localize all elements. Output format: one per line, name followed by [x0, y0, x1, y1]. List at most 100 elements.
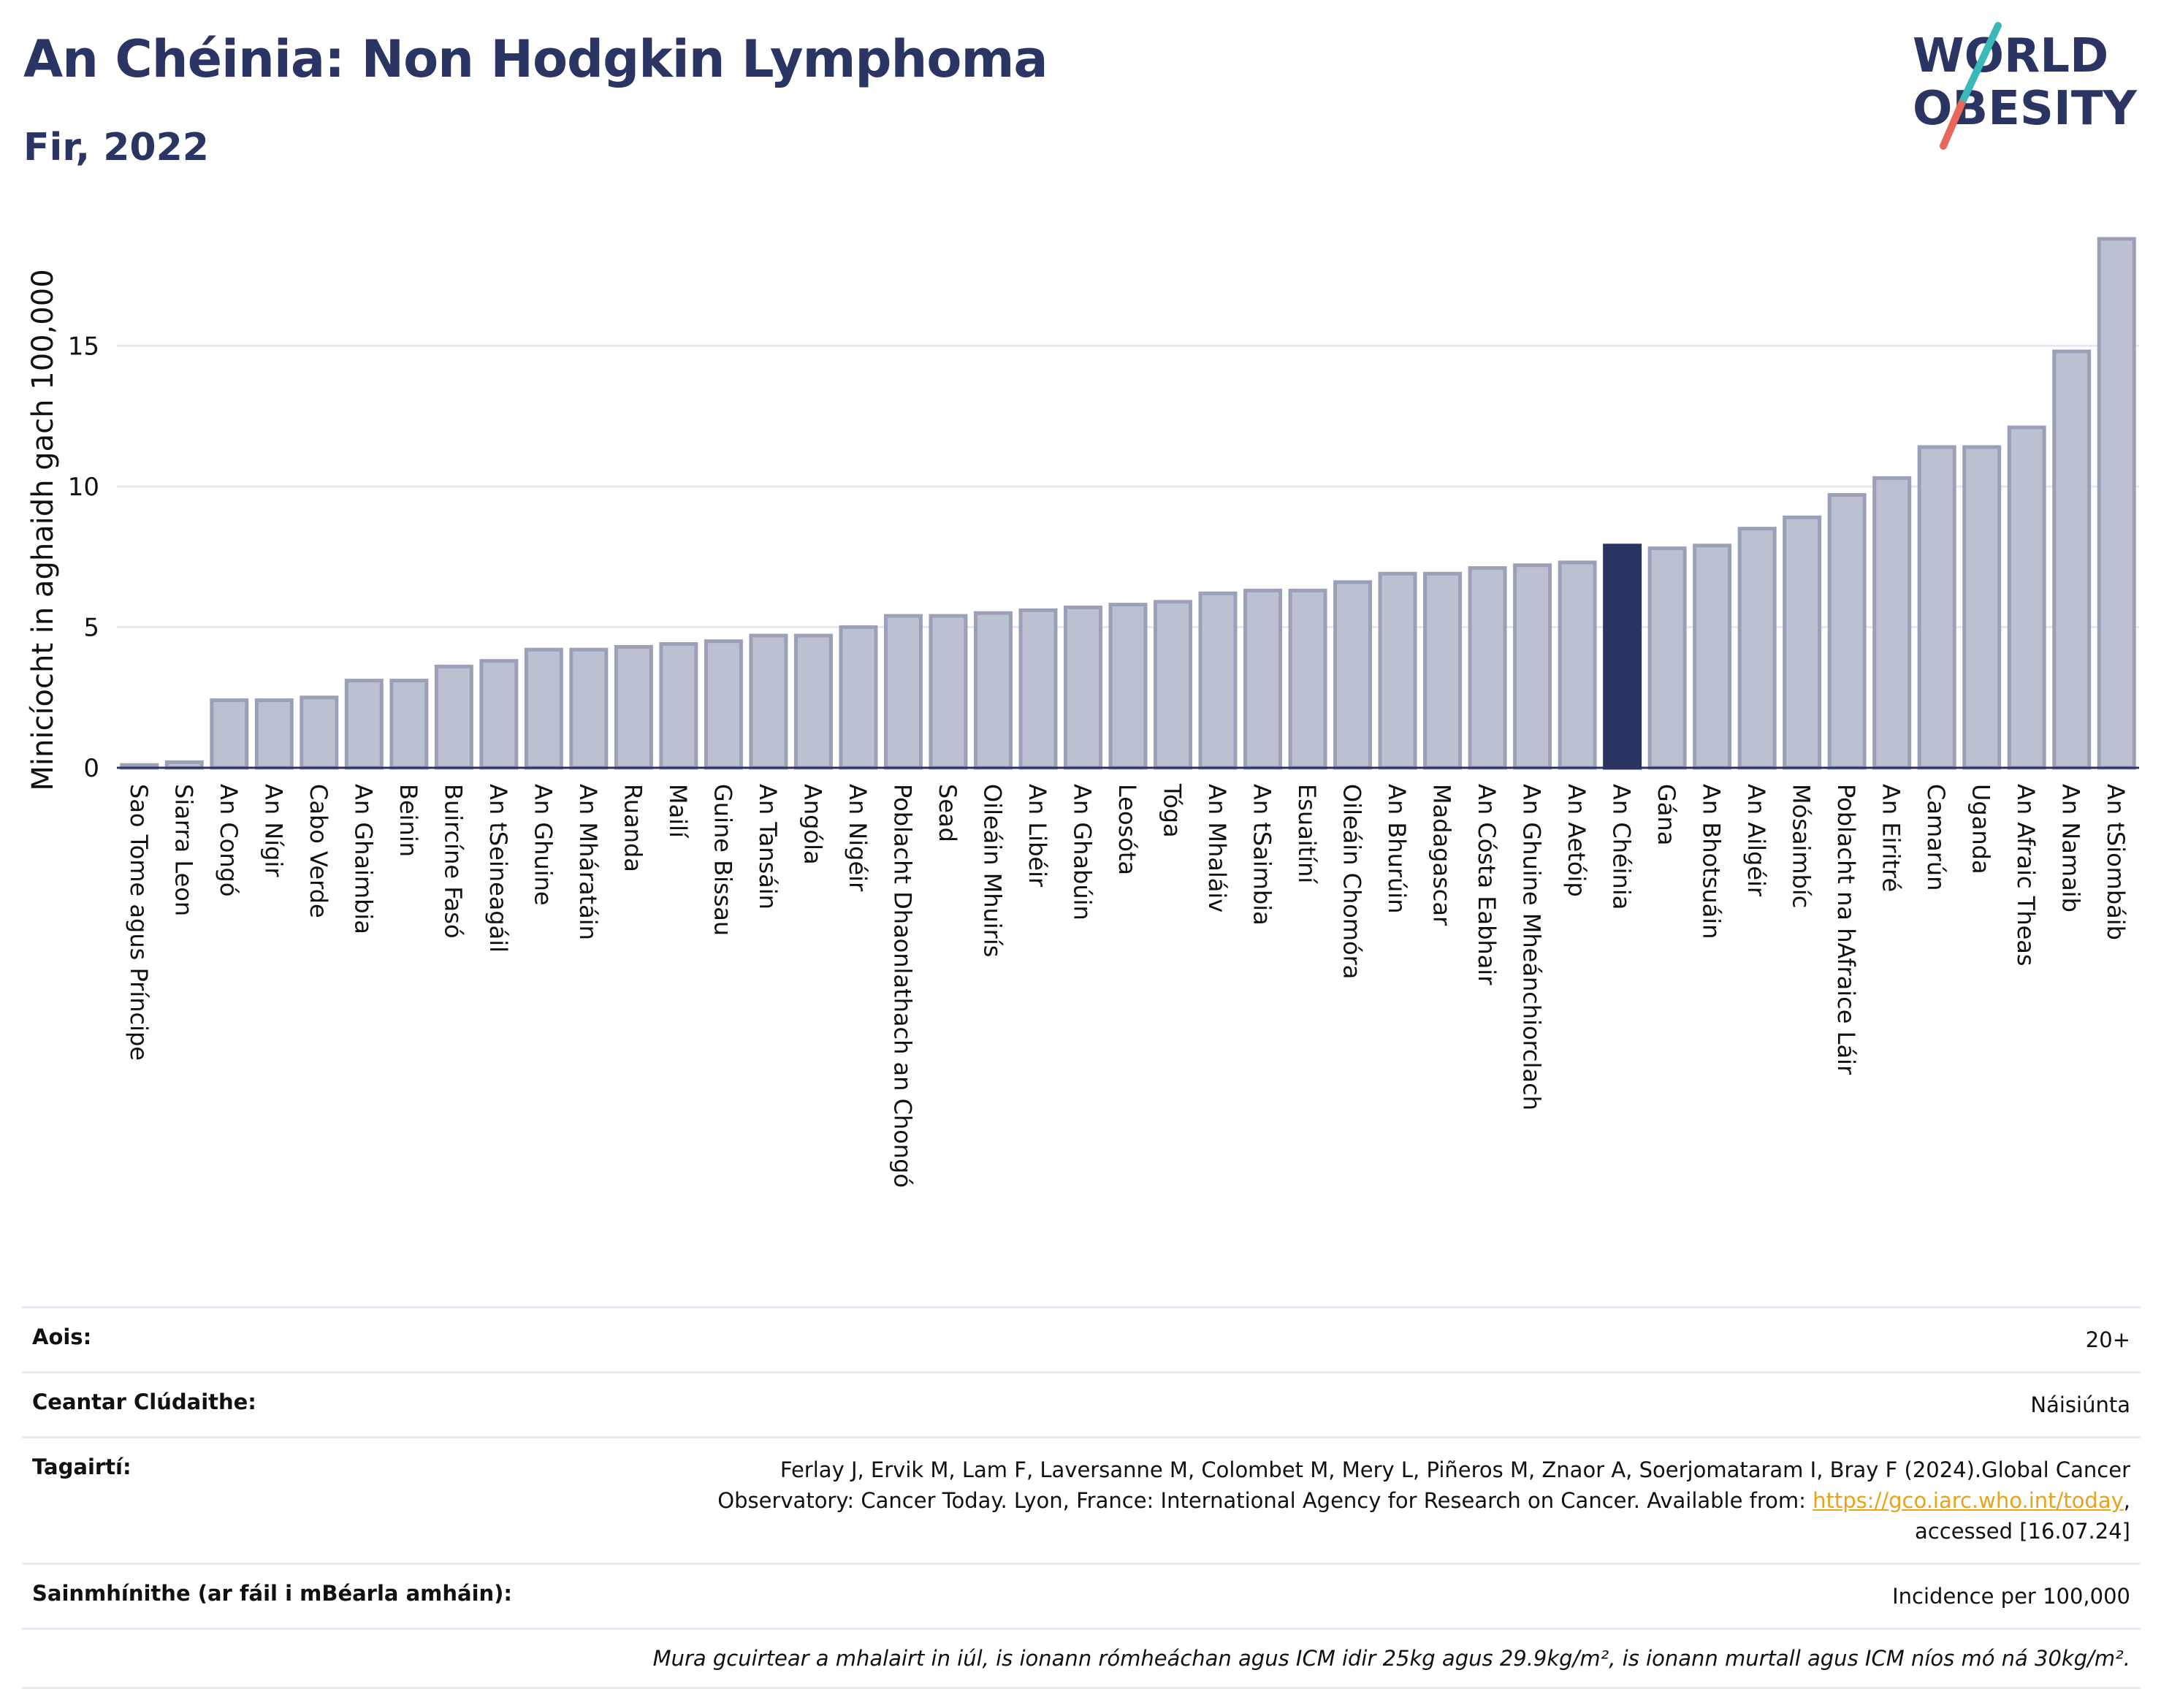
x-tick-labels: Sao Tome agus Príncipe Siarra Leon An Cong…	[125, 783, 2130, 1188]
bar[interactable]	[1962, 445, 2002, 770]
bar[interactable]	[749, 633, 788, 770]
bar[interactable]	[929, 614, 968, 770]
bar-chart: 0 5 10 15 Sao Tome agus Príncipe Siarra Leon…	[26, 237, 2139, 1188]
x-tick-label: An Aetóip	[1563, 784, 1590, 897]
bar[interactable]	[1063, 605, 1102, 770]
x-tick-label: Oileáin Mhuirís	[978, 784, 1006, 957]
bar[interactable]	[1737, 527, 1777, 770]
bar[interactable]	[1018, 608, 1058, 770]
references-value: Ferlay J, Ervik M, Lam F, Laversanne M, …	[717, 1455, 2130, 1547]
x-tick-label: An Ailgéir	[1742, 784, 1770, 897]
page-subtitle: Fir, 2022	[23, 126, 209, 169]
bar[interactable]	[659, 642, 698, 770]
bar[interactable]	[524, 647, 563, 770]
bar[interactable]	[793, 633, 833, 770]
bar[interactable]	[254, 698, 294, 770]
x-tick-label: An Mháratáin	[574, 784, 602, 940]
references-label: Tagairtí:	[32, 1455, 132, 1480]
bar[interactable]	[1513, 563, 1552, 770]
x-tick-label: An tSiombáib	[2102, 784, 2130, 940]
bar[interactable]	[839, 625, 878, 770]
y-tick-label: 5	[83, 613, 99, 642]
bar[interactable]	[569, 647, 609, 770]
x-tick-label: An Congó	[215, 784, 243, 896]
bar[interactable]	[1783, 515, 1822, 770]
x-tick-label: An Afraic Theas	[2012, 784, 2040, 967]
bar[interactable]	[1423, 571, 1463, 770]
x-tick-label: Beinin	[395, 784, 422, 857]
x-tick-label: Tóga	[1159, 783, 1186, 838]
bar[interactable]	[614, 644, 653, 770]
x-tick-label: Angóla	[799, 784, 826, 865]
bar[interactable]	[1558, 560, 1597, 770]
x-tick-label: An Bhurúin	[1383, 784, 1411, 913]
area-value: Náisiúnta	[2030, 1392, 2130, 1418]
x-tick-label: An Libéir	[1024, 784, 1051, 888]
bar[interactable]	[1378, 571, 1417, 770]
bar[interactable]	[1647, 546, 1687, 770]
x-tick-label: Buircíne Fasó	[439, 784, 467, 939]
bar[interactable]	[1468, 566, 1507, 770]
bar[interactable]	[344, 679, 384, 770]
bar[interactable]	[704, 639, 743, 770]
x-tick-label: Siarra Leon	[169, 784, 197, 916]
world-obesity-logo: WORLD OBESITY	[1913, 22, 2137, 150]
bar[interactable]	[973, 611, 1013, 770]
x-tick-label: An Ghaimbia	[349, 784, 377, 934]
bar[interactable]	[1872, 476, 1912, 770]
bar[interactable]	[1243, 588, 1283, 770]
x-tick-label: Poblacht na hAfraice Láir	[1832, 784, 1860, 1075]
bar[interactable]	[1288, 588, 1327, 770]
references-link[interactable]: https://gco.iarc.who.int/today	[1813, 1488, 2124, 1514]
bar[interactable]	[1154, 600, 1193, 770]
page-title: An Chéinia: Non Hodgkin Lymphoma	[23, 29, 1048, 89]
bar[interactable]	[300, 695, 339, 770]
bar-highlight[interactable]	[1603, 544, 1642, 770]
x-tick-label: Oileáin Chomóra	[1338, 784, 1366, 979]
bar[interactable]	[1108, 603, 1148, 770]
x-tick-label: Mósaimbíc	[1788, 784, 1815, 908]
x-tick-label: An Nigéir	[844, 784, 872, 892]
bar[interactable]	[2097, 237, 2136, 770]
x-tick-label: An Nígir	[259, 784, 287, 877]
x-tick-label: Mailí	[664, 784, 692, 839]
x-tick-label: Esuaitíní	[1293, 784, 1321, 884]
svg-text:WORLD: WORLD	[1913, 29, 2108, 83]
x-tick-label: An Chéinia	[1608, 784, 1636, 910]
x-tick-label: Madagascar	[1428, 784, 1456, 926]
x-tick-label: Leosóta	[1113, 784, 1141, 875]
bar[interactable]	[2007, 425, 2046, 770]
bar[interactable]	[1198, 591, 1238, 770]
definitions-row: Sainmhínithe (ar fáil i mBéarla amháin):…	[22, 1563, 2141, 1628]
y-axis-title: Minicíocht in aghaidh gach 100,000	[26, 269, 60, 790]
age-label: Aois:	[32, 1324, 92, 1349]
note-row: Mura gcuirtear a mhalairt in iúl, is ion…	[22, 1628, 2141, 1690]
bar[interactable]	[1333, 580, 1373, 770]
bar[interactable]	[389, 679, 429, 770]
y-tick-label: 15	[68, 332, 99, 361]
bar[interactable]	[210, 698, 249, 770]
x-tick-label: An Tansáin	[754, 784, 782, 910]
references-row: Tagairtí: Ferlay J, Ervik M, Lam F, Lave…	[22, 1436, 2141, 1563]
references-comma: ,	[2123, 1488, 2130, 1514]
bar[interactable]	[1917, 445, 1956, 770]
x-tick-label: Guine Bissau	[709, 784, 736, 936]
bar[interactable]	[1827, 492, 1867, 770]
bar[interactable]	[1693, 544, 1732, 770]
bar[interactable]	[479, 659, 519, 770]
references-line1: Ferlay J, Ervik M, Lam F, Laversanne M, …	[780, 1457, 2130, 1483]
area-row: Ceantar Clúdaithe: Náisiúnta	[22, 1371, 2141, 1436]
metadata-table: Aois: 20+ Ceantar Clúdaithe: Náisiúnta T…	[22, 1306, 2141, 1690]
bar[interactable]	[2052, 349, 2092, 770]
y-tick-label: 10	[68, 473, 99, 502]
x-tick-label: Uganda	[1967, 784, 1995, 874]
y-tick-label: 0	[83, 754, 99, 783]
bar[interactable]	[434, 664, 473, 770]
bar[interactable]	[883, 614, 923, 770]
references-line3: accessed [16.07.24]	[1915, 1519, 2130, 1544]
bmi-note: Mura gcuirtear a mhalairt in iúl, is ion…	[652, 1646, 2130, 1671]
x-tick-label: Sead	[934, 784, 961, 842]
x-tick-label: Poblacht Dhaonlathach an Chongó	[888, 784, 916, 1188]
references-line2: Observatory: Cancer Today. Lyon, France:…	[717, 1488, 1813, 1514]
x-tick-label: An Ghuine Mheánchiorclach	[1518, 784, 1546, 1110]
